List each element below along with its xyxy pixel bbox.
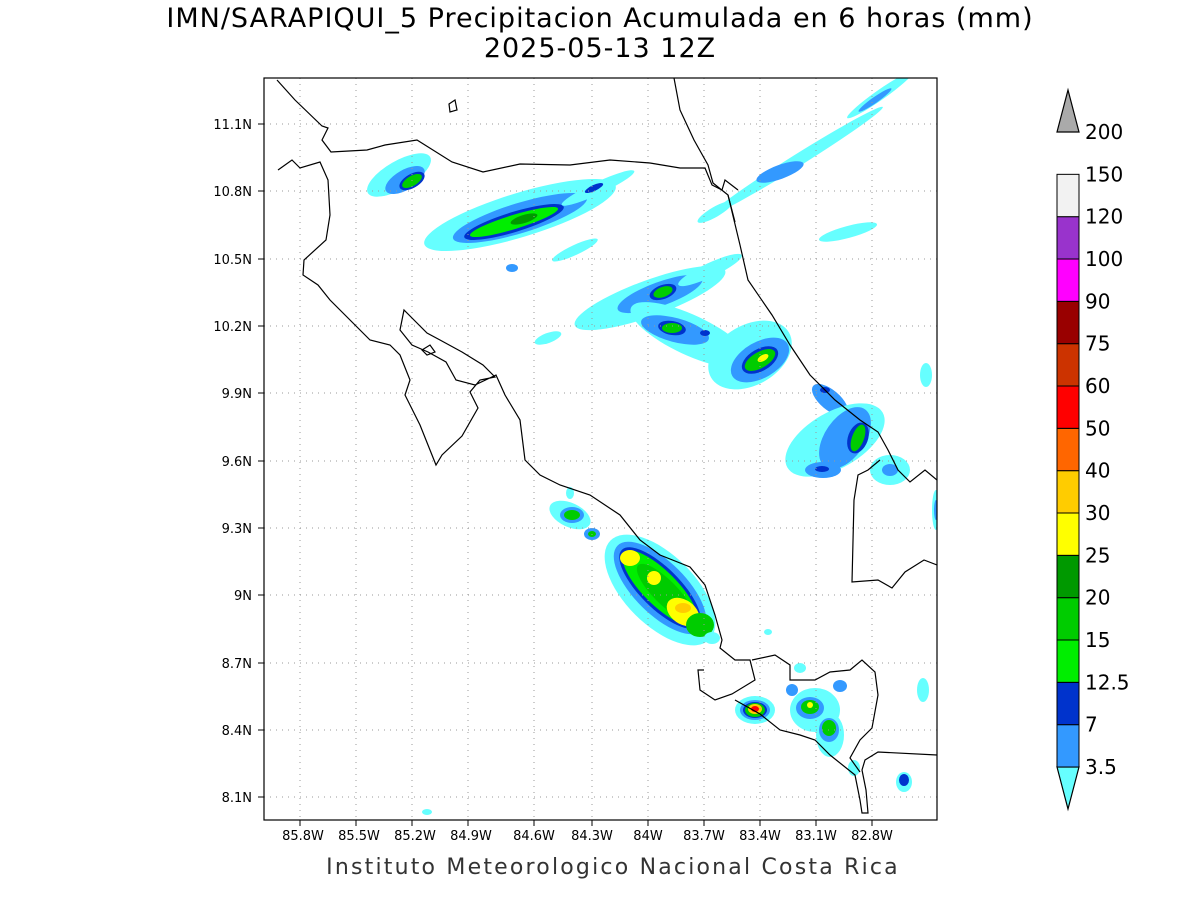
colorbar-swatch: [1056, 512, 1080, 556]
colorbar-swatch: [1056, 427, 1080, 472]
colorbar-level-label: 12.5: [1085, 670, 1130, 694]
colorbar-upper-arrow: [1056, 87, 1080, 133]
colorbar-swatch: [1056, 258, 1080, 302]
colorbar-level-label: 40: [1085, 459, 1110, 483]
colorbar-swatch: [1056, 554, 1080, 599]
colorbar-level-label: 100: [1085, 247, 1123, 271]
lat-label: 10.8N: [213, 185, 252, 200]
lat-label: 10.5N: [213, 253, 252, 268]
lat-label: 8.4N: [222, 724, 252, 739]
lat-label: 11.1N: [213, 118, 252, 133]
colorbar-level-label: 30: [1085, 501, 1110, 525]
lat-label: 8.7N: [222, 657, 252, 672]
lon-label: 85.2W: [394, 829, 436, 844]
colorbar-level-label: 3.5: [1085, 755, 1117, 779]
colorbar-level-label: 120: [1085, 205, 1123, 229]
colorbar-swatch: [1056, 216, 1080, 260]
colorbar-level-label: 200: [1085, 120, 1123, 144]
colorbar-swatch: [1056, 597, 1080, 641]
lat-label: 9.9N: [222, 387, 252, 402]
lat-label: 8.1N: [222, 791, 252, 806]
colorbar-level-label: 50: [1085, 416, 1110, 440]
colorbar-swatch: [1056, 470, 1080, 514]
lon-label: 84.3W: [571, 829, 613, 844]
lon-labels: 85.8W 85.5W 85.2W 84.9W 84.6W 84.3W 84W …: [282, 829, 893, 844]
map-date: 2025-05-13 12Z: [483, 33, 717, 64]
colorbar-level-label: 7: [1085, 713, 1098, 737]
precip-bands: [367, 78, 937, 815]
map-title: IMN/SARAPIQUI_5 Precipitacion Acumulada …: [166, 3, 1034, 34]
colorbar-level-label: 75: [1085, 332, 1110, 356]
lat-label: 9.6N: [222, 455, 252, 470]
plot-area: [264, 78, 937, 820]
lon-label: 83.4W: [739, 829, 781, 844]
colorbar-level-label: 15: [1085, 628, 1110, 652]
colorbar-swatch: [1056, 385, 1080, 429]
colorbar-level-label: 25: [1085, 543, 1110, 567]
lon-label: 83.7W: [683, 829, 725, 844]
lon-label: 85.5W: [338, 829, 380, 844]
colorbar-lower-arrow: [1056, 766, 1080, 812]
footer-credit: Instituto Meteorologico Nacional Costa R…: [326, 855, 900, 880]
grid-lines: [264, 78, 937, 820]
colorbar-swatch: [1056, 173, 1080, 218]
lat-labels: 11.1N 10.8N 10.5N 10.2N 9.9N 9.6N 9.3N 9…: [213, 118, 252, 806]
lon-label: 83.1W: [795, 829, 837, 844]
lon-tick-marks: [299, 820, 873, 826]
colorbar-swatch: [1056, 639, 1080, 683]
colorbar-level-label: 60: [1085, 374, 1110, 398]
colorbar-legend: 3.5 7 12.5 15 20 25 30 40 50 60 75 90 100 120 150 200: [1056, 87, 1130, 812]
plot-frame: [263, 77, 938, 821]
coastlines: [276, 78, 937, 814]
lat-tick-marks: [258, 123, 264, 798]
colorbar-swatch: [1056, 343, 1080, 387]
colorbar-level-label: 90: [1085, 289, 1110, 313]
lat-label: 10.2N: [213, 320, 252, 335]
colorbar-level-label: 150: [1085, 162, 1123, 186]
colorbar-swatch: [1056, 300, 1080, 345]
lon-label: 84.9W: [450, 829, 492, 844]
colorbar-level-label: 20: [1085, 586, 1110, 610]
lon-label: 82.8W: [851, 829, 893, 844]
lon-label: 84.6W: [513, 829, 555, 844]
lon-label: 84W: [633, 829, 663, 844]
colorbar-swatch: [1056, 681, 1080, 726]
colorbar-swatch: [1056, 724, 1080, 768]
lat-label: 9.3N: [222, 522, 252, 537]
lat-label: 9N: [234, 589, 252, 604]
lon-label: 85.8W: [282, 829, 324, 844]
